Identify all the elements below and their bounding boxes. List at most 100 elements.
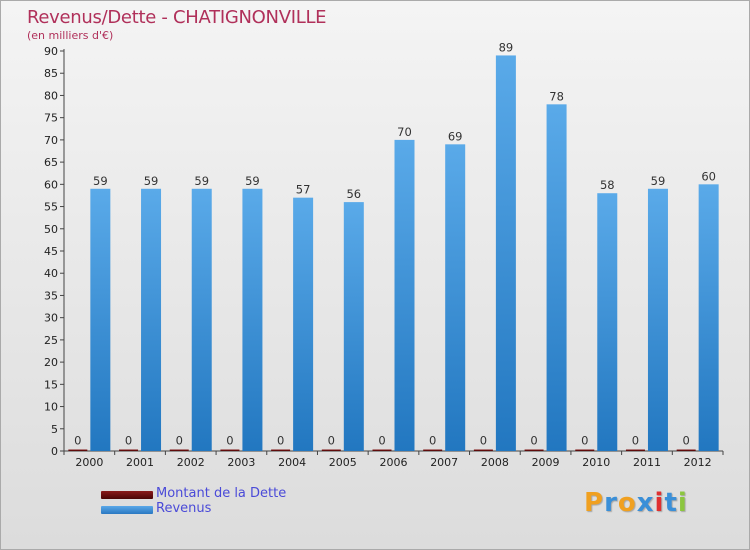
bar-revenus: [141, 188, 162, 451]
x-tick-label: 2008: [481, 456, 509, 469]
data-label-dette: 0: [530, 434, 537, 448]
y-tick-label: 30: [44, 312, 58, 325]
data-label-dette: 0: [226, 434, 233, 448]
bar-dette: [271, 449, 291, 451]
bar-dette: [119, 449, 139, 451]
data-label-revenus: 69: [448, 129, 463, 143]
data-label-revenus: 57: [296, 183, 311, 197]
chart-title: Revenus/Dette - CHATIGNONVILLE: [27, 7, 327, 28]
data-label-dette: 0: [480, 434, 487, 448]
bar-revenus: [191, 188, 212, 451]
y-tick-label: 55: [44, 201, 58, 214]
bar-dette: [575, 449, 595, 451]
data-label-dette: 0: [176, 434, 183, 448]
bar-dette: [676, 449, 696, 451]
data-label-dette: 0: [429, 434, 436, 448]
x-tick-label: 2004: [278, 456, 306, 469]
y-tick-label: 35: [44, 289, 58, 302]
y-tick-label: 85: [44, 67, 58, 80]
data-label-revenus: 78: [549, 89, 564, 103]
bar-dette: [68, 449, 88, 451]
data-label-dette: 0: [632, 434, 639, 448]
legend-swatch-revenus: [101, 506, 153, 514]
data-label-revenus: 59: [93, 174, 108, 188]
x-tick-label: 2012: [684, 456, 712, 469]
chart-subtitle: (en milliers d'€): [27, 29, 114, 42]
y-tick-label: 0: [51, 445, 58, 458]
bar-revenus: [698, 184, 719, 452]
y-tick-label: 45: [44, 245, 58, 258]
bar-revenus: [242, 188, 263, 451]
legend-label-revenus: Revenus: [156, 501, 212, 516]
bar-dette: [220, 449, 240, 451]
data-label-dette: 0: [277, 434, 284, 448]
x-tick-label: 2010: [582, 456, 610, 469]
x-tick-label: 2011: [633, 456, 661, 469]
y-tick-label: 80: [44, 89, 58, 102]
logo-letter: r: [604, 488, 618, 518]
data-label-revenus: 59: [194, 174, 209, 188]
y-tick-label: 60: [44, 178, 58, 191]
y-tick-label: 90: [44, 45, 58, 58]
bar-revenus: [495, 55, 516, 451]
y-tick-label: 20: [44, 356, 58, 369]
x-tick-label: 2003: [227, 456, 255, 469]
logo-letter: P: [584, 488, 605, 518]
data-label-revenus: 60: [701, 169, 716, 183]
bar-revenus: [343, 202, 364, 451]
y-tick-label: 75: [44, 112, 58, 125]
bar-dette: [625, 449, 645, 451]
data-label-revenus: 58: [600, 178, 615, 192]
legend-label-dette: Montant de la Dette: [156, 486, 287, 501]
data-label-dette: 0: [581, 434, 588, 448]
legend-swatch-dette: [101, 491, 153, 499]
data-label-revenus: 56: [346, 187, 361, 201]
bar-dette: [524, 449, 544, 451]
data-label-dette: 0: [125, 434, 132, 448]
y-tick-label: 15: [44, 378, 58, 391]
bar-revenus: [445, 144, 466, 452]
y-tick-label: 65: [44, 156, 58, 169]
logo-letter: o: [617, 488, 637, 518]
bar-revenus: [597, 193, 618, 451]
x-tick-label: 2000: [75, 456, 103, 469]
data-label-revenus: 59: [245, 174, 260, 188]
bar-revenus: [90, 188, 111, 451]
y-tick-label: 50: [44, 223, 58, 236]
y-tick-label: 10: [44, 401, 58, 414]
y-tick-label: 5: [51, 423, 58, 436]
bar-dette: [473, 449, 493, 451]
y-tick-label: 25: [44, 334, 58, 347]
bar-revenus: [546, 104, 567, 451]
x-tick-label: 2005: [329, 456, 357, 469]
bar-dette: [423, 449, 443, 451]
bar-dette: [169, 449, 189, 451]
x-tick-label: 2002: [177, 456, 205, 469]
bar-revenus: [394, 139, 415, 451]
x-tick-label: 2006: [380, 456, 408, 469]
x-tick-label: 2007: [430, 456, 458, 469]
data-label-revenus: 59: [651, 174, 666, 188]
x-tick-label: 2001: [126, 456, 154, 469]
logo-letter: x: [636, 488, 655, 518]
data-label-dette: 0: [378, 434, 385, 448]
logo-letter: t: [664, 488, 678, 518]
bar-dette: [372, 449, 392, 451]
y-tick-label: 40: [44, 267, 58, 280]
logo-letter: i: [677, 488, 688, 518]
data-label-revenus: 59: [144, 174, 159, 188]
logo-letter: i: [654, 488, 665, 518]
bar-dette: [321, 449, 341, 451]
data-label-dette: 0: [74, 434, 81, 448]
x-tick-label: 2009: [532, 456, 560, 469]
proxiti-logo: Proxiti: [584, 488, 688, 518]
data-label-revenus: 70: [397, 125, 412, 139]
data-label-dette: 0: [328, 434, 335, 448]
bar-revenus: [647, 188, 668, 451]
data-label-dette: 0: [682, 434, 689, 448]
bar-revenus: [293, 197, 314, 451]
y-tick-label: 70: [44, 134, 58, 147]
data-label-revenus: 89: [499, 40, 514, 54]
